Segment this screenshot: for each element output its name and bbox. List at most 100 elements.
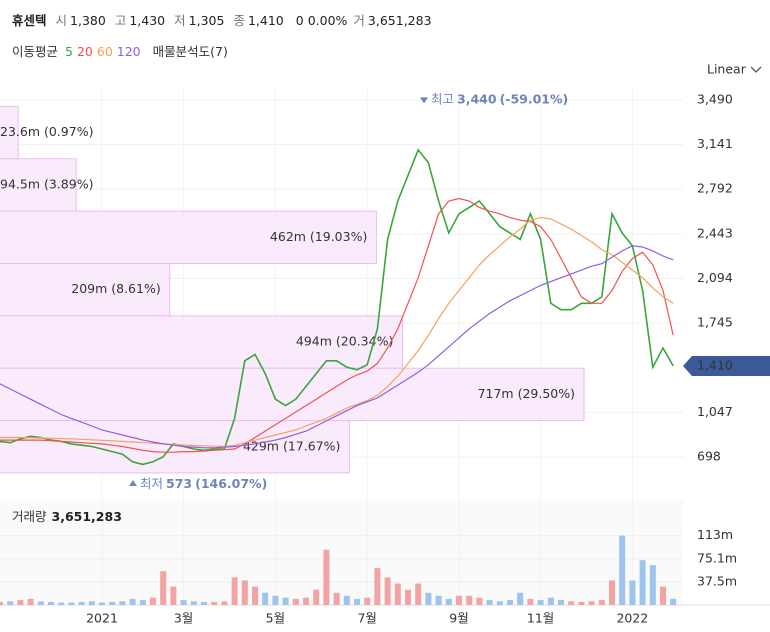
change: 0 0.00% [296, 13, 348, 28]
ma-line [0, 148, 674, 466]
volume-bar [588, 601, 595, 605]
volume-bar [343, 595, 350, 605]
volume-bar [272, 595, 279, 605]
ma-title[interactable]: 이동평균 [12, 44, 58, 59]
volume-bar [547, 597, 554, 605]
volume-bar [598, 600, 605, 605]
high-change: (-59.01%) [500, 91, 569, 106]
field-value: 1,305 [189, 13, 225, 28]
low-label: 최저 [140, 475, 163, 490]
volume-profile-label: 94.5m (3.89%) [0, 176, 93, 191]
volume-panel [0, 500, 683, 605]
header-row: 휴센텍 시 1,380 고 1,430 저 1,305 종 1,410 0 0.00% 거 3,651… [12, 13, 432, 28]
volume-title: 거래량 3,651,283 [12, 509, 122, 524]
volume-bar [649, 565, 656, 605]
volume-bar [445, 598, 452, 605]
volume-profile-bar [0, 315, 403, 369]
x-tick-label: 2022 [616, 611, 648, 626]
volume-bar [527, 598, 534, 605]
field-label: 종 [233, 13, 245, 28]
field-label: 저 [174, 13, 186, 28]
volume-profile-label: 494m (20.34%) [296, 334, 393, 349]
legend-item[interactable]: 5 [65, 44, 73, 59]
volume-bar [292, 598, 299, 605]
volume-bar [456, 595, 462, 605]
volume-bar [170, 586, 177, 605]
volume-profile-bar [0, 262, 171, 317]
volume-bar [425, 592, 432, 605]
volume-bar [252, 586, 258, 605]
profile-title[interactable]: 매물분석도(7) [153, 44, 228, 59]
volume-bar [323, 549, 330, 605]
legend-item[interactable]: 120 [117, 44, 141, 59]
x-tick-label: 7월 [357, 611, 376, 626]
scale-chevron[interactable] [750, 66, 762, 73]
volume-bar [139, 600, 146, 605]
high-label: 최고 [431, 91, 454, 106]
volume-bar [119, 601, 126, 605]
y-tick-label: 1,047 [697, 404, 733, 419]
volume-bar [558, 600, 564, 605]
volume-bar [619, 535, 626, 605]
volume-bar [486, 600, 493, 605]
volume-bar [150, 597, 156, 605]
volume-profile-bar [0, 367, 585, 422]
field-value: 3,651,283 [368, 13, 432, 28]
scale-toggle[interactable]: Linear [707, 62, 747, 77]
volume-bar [231, 577, 238, 605]
field-value: 1,410 [248, 13, 284, 28]
volume-bar [384, 577, 391, 605]
ma-line [0, 245, 674, 449]
legend-item[interactable]: 60 [97, 44, 113, 59]
x-tick-label: 2021 [86, 611, 118, 626]
last-price-tag [683, 355, 770, 376]
volume-bar [221, 601, 228, 605]
volume-bar [507, 600, 513, 605]
volume-bar [37, 601, 44, 605]
volume-bar [78, 601, 85, 605]
volume-bar [303, 597, 309, 605]
volume-bar [609, 580, 615, 605]
volume-bar [0, 601, 3, 605]
volume-bar [415, 583, 422, 605]
volume-bar [27, 598, 34, 605]
high-marker [420, 97, 428, 104]
volume-bar [364, 597, 371, 605]
field-label: 시 [56, 13, 68, 28]
y-tick-label: 3,141 [697, 136, 733, 151]
x-tick-label: 5월 [266, 611, 285, 626]
volume-bar [466, 595, 473, 605]
y-tick-label: 2,443 [697, 225, 733, 240]
legend-item[interactable]: 20 [77, 44, 93, 59]
field-label: 고 [115, 13, 127, 28]
volume-profile-bar [0, 420, 350, 474]
volume-tick-label: 37.5m [697, 573, 737, 588]
volume-bar [88, 601, 95, 605]
volume-bar [17, 600, 24, 605]
volume-profile-label: 462m (19.03%) [270, 229, 367, 244]
volume-bar [354, 598, 360, 605]
volume-bar [313, 589, 320, 605]
volume-bar [190, 601, 197, 605]
volume-bar [537, 600, 544, 605]
low-change: (146.07%) [195, 475, 267, 490]
volume-profile-bar [0, 210, 377, 264]
volume-bar [394, 583, 401, 605]
volume-bar [405, 589, 411, 605]
high-value: 3,440 [457, 91, 497, 106]
volume-bar [629, 580, 636, 605]
volume-profile-label: 209m (8.61%) [71, 281, 160, 296]
volume-bar [68, 602, 75, 605]
volume-bar [476, 597, 483, 605]
volume-tick-label: 75.1m [697, 550, 737, 565]
ma-line [0, 216, 674, 448]
volume-bar [129, 598, 136, 605]
y-tick-label: 3,490 [697, 92, 733, 107]
volume-bar [374, 568, 381, 605]
volume-bar [639, 560, 646, 605]
volume-bar [568, 601, 575, 605]
volume-profile-label: 23.6m (0.97%) [0, 124, 93, 139]
y-tick-label: 2,792 [697, 181, 733, 196]
volume-bar [435, 595, 442, 605]
